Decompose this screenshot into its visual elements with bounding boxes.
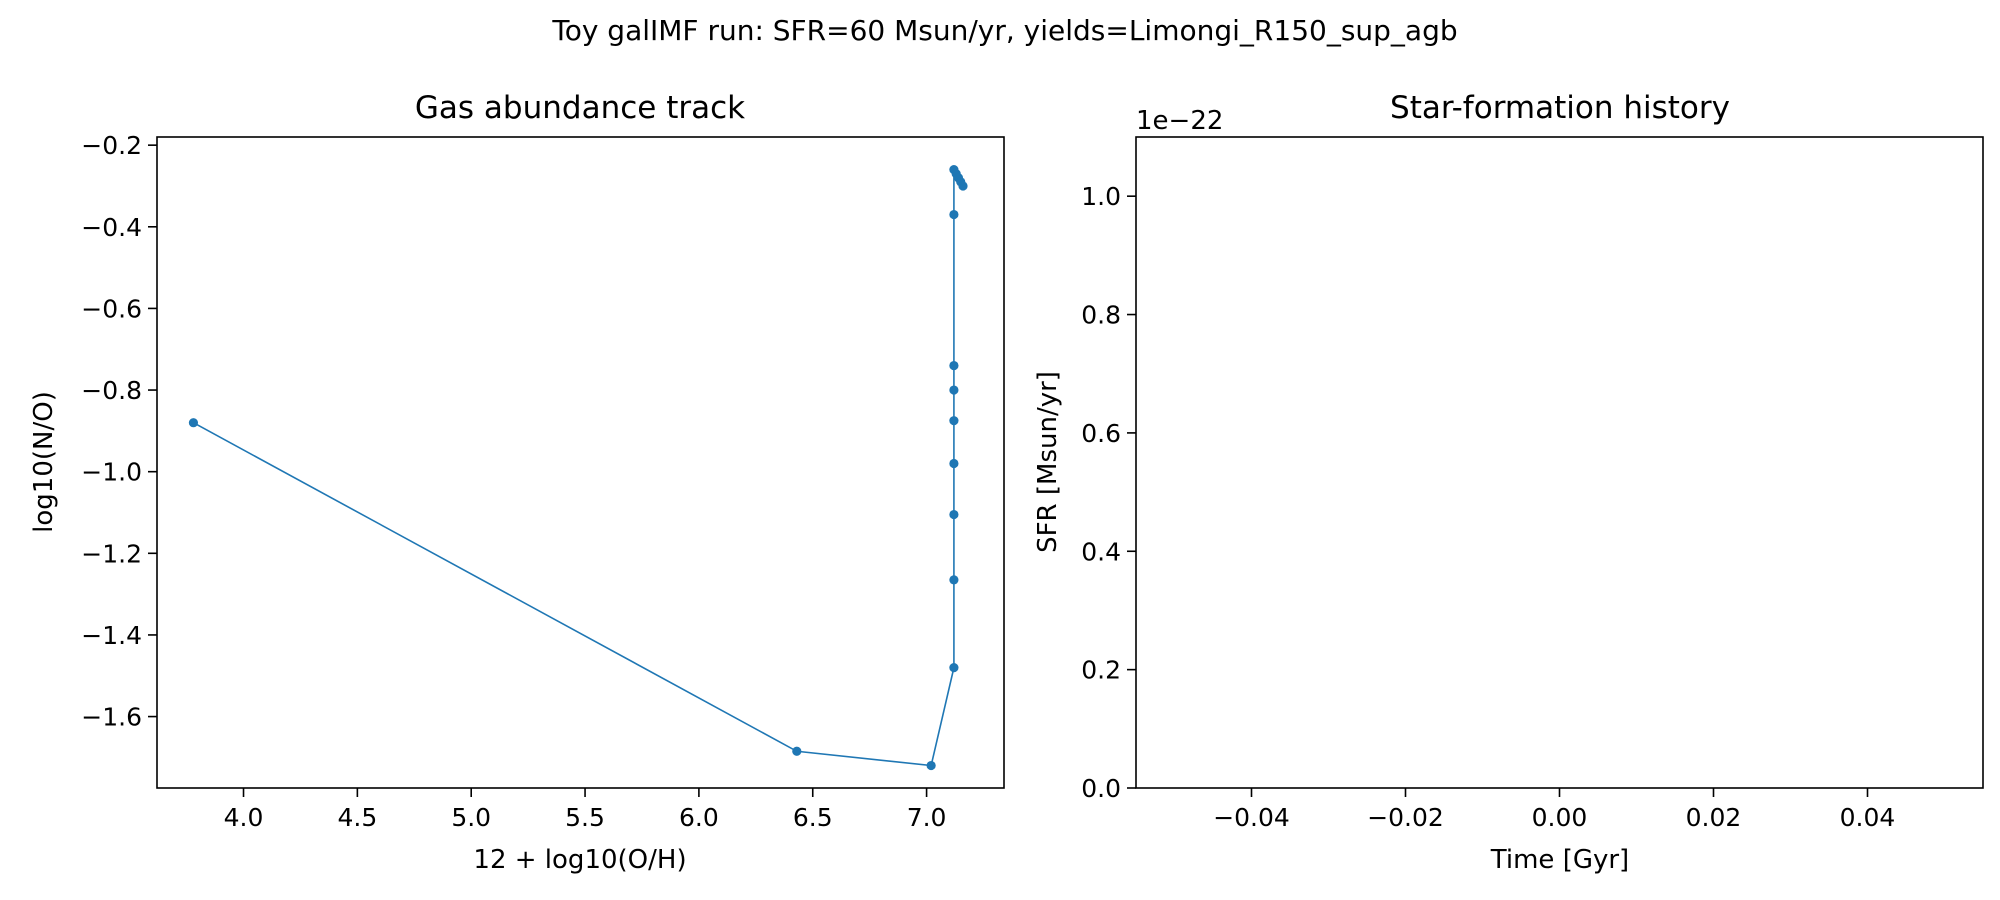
abundance-track-data-point xyxy=(949,575,959,585)
sfh-x-tick-label: 0.02 xyxy=(1686,803,1742,832)
abundance-track-x-tick-label: 5.0 xyxy=(451,803,491,832)
abundance-track-x-tick-label: 4.5 xyxy=(337,803,377,832)
sfh-y-label: SFR [Msun/yr] xyxy=(1033,371,1063,553)
abundance-track-data-point xyxy=(926,760,936,771)
abundance-track-data-point xyxy=(949,416,959,426)
abundance-track-data-point xyxy=(949,458,959,469)
sfh-y-tick-label: 0.6 xyxy=(1081,419,1121,448)
abundance-track-x-tick-label: 5.5 xyxy=(565,803,605,832)
sfh-y-offset-label: 1e−22 xyxy=(1136,106,1223,136)
abundance-track-data-point xyxy=(188,418,199,428)
abundance-track-x-tick-label: 6.0 xyxy=(679,803,719,832)
sfh-x-tick-label: 0.04 xyxy=(1840,803,1896,832)
abundance-track-data-point xyxy=(949,662,959,673)
abundance-track-data-point xyxy=(949,209,959,220)
abundance-track-axes-frame xyxy=(156,136,1005,789)
abundance-track-data-point xyxy=(949,509,959,520)
abundance-track-y-tick-label: −0.2 xyxy=(81,131,142,160)
abundance-track-y-tick-label: −1.2 xyxy=(81,539,142,568)
abundance-track-y-label: log10(N/O) xyxy=(29,391,59,533)
sfh-x-tick-label: −0.02 xyxy=(1367,803,1444,832)
abundance-track-data-point xyxy=(949,360,959,371)
sfh-x-tick-label: −0.04 xyxy=(1213,803,1290,832)
sfh-y-tick-label: 1.0 xyxy=(1081,182,1121,211)
abundance-track-y-tick-label: −0.8 xyxy=(81,376,142,405)
abundance-track-x-tick-label: 6.5 xyxy=(793,803,833,832)
sfh-y-tick-label: 0.4 xyxy=(1081,537,1121,566)
abundance-track-marks xyxy=(188,165,968,771)
abundance-track-data-point xyxy=(792,746,802,756)
figure-title: Toy galIMF run: SFR=60 Msun/yr, yields=L… xyxy=(551,14,1457,47)
sfh-y-tick-label: 0.0 xyxy=(1081,774,1121,803)
abundance-track-data-point xyxy=(958,181,968,191)
abundance-track-x-label: 12 + log10(O/H) xyxy=(473,845,686,875)
abundance-track-title: Gas abundance track xyxy=(415,90,745,126)
sfh-panel: Star-formation history 1e−22 −0.04 −0.02 0… xyxy=(1033,90,1984,875)
abundance-track-y-tick-label: −0.6 xyxy=(81,294,142,323)
sfh-x-label: Time [Gyr] xyxy=(1490,845,1629,875)
abundance-track-y-tick-label: −1.6 xyxy=(81,703,142,732)
sfh-y-tick-label: 0.2 xyxy=(1081,656,1121,685)
sfh-ticks: −0.04 −0.02 0.00 0.02 0.04 0.0 0.2 0.4 0.6 0.8 1.0 xyxy=(1081,182,1895,832)
sfh-y-tick-label: 0.8 xyxy=(1081,301,1121,330)
abundance-track-y-tick-label: −1.4 xyxy=(81,621,142,650)
abundance-track-panel: Gas abundance track 4.0 4.5 5.0 5.5 6.0 6.5 7.… xyxy=(29,90,1005,875)
sfh-axes-frame xyxy=(1135,136,1984,789)
abundance-track-x-tick-label: 7.0 xyxy=(907,803,947,832)
abundance-track-x-tick-label: 4.0 xyxy=(224,803,264,832)
abundance-track-y-tick-label: −0.4 xyxy=(81,213,142,242)
sfh-title: Star-formation history xyxy=(1390,90,1730,126)
sfh-x-tick-label: 0.00 xyxy=(1532,803,1588,832)
abundance-track-series-line xyxy=(193,166,964,767)
abundance-track-data-point xyxy=(949,385,959,395)
abundance-track-y-tick-label: −1.0 xyxy=(81,458,142,487)
abundance-track-ticks: 4.0 4.5 5.0 5.5 6.0 6.5 7.0 −0.2 −0.4 −0.6 −0.8 −1.… xyxy=(81,131,946,832)
